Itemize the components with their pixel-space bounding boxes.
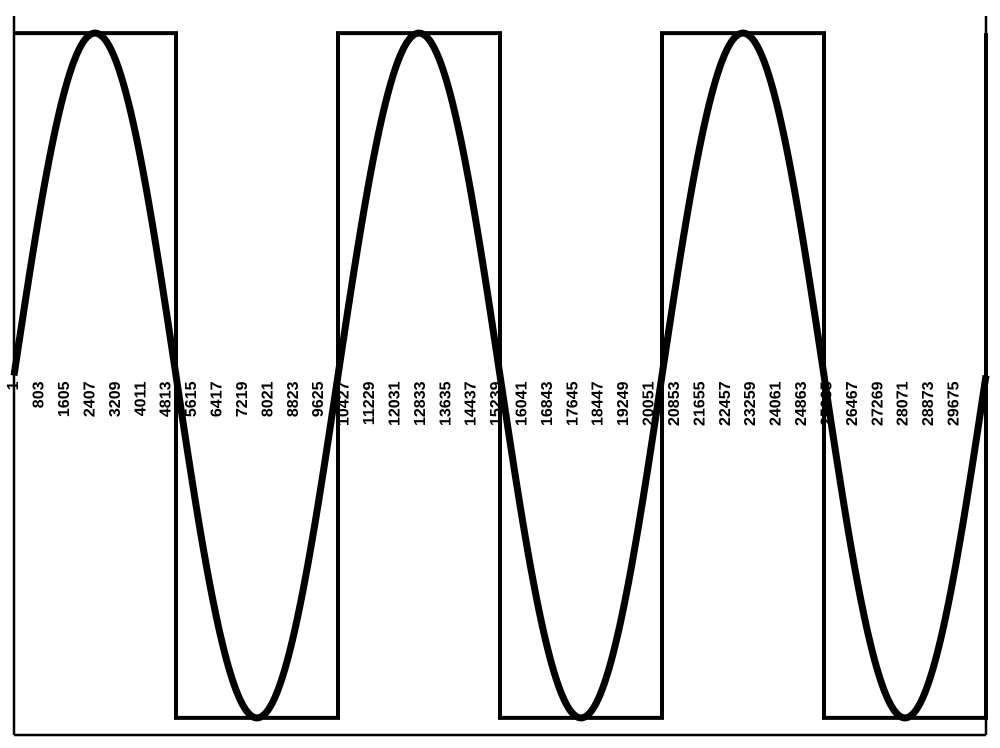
x-tick-label: 18447 (590, 381, 607, 426)
x-tick-label: 20853 (666, 381, 683, 426)
x-tick-label: 1605 (56, 381, 73, 417)
x-tick-label: 26467 (844, 381, 861, 426)
x-tick-label: 23259 (742, 381, 759, 426)
x-tick-label: 28071 (895, 381, 912, 426)
x-tick-label: 1 (5, 381, 22, 390)
x-tick-label: 22457 (717, 381, 734, 426)
x-tick-label: 3209 (107, 381, 124, 417)
x-tick-label: 21655 (691, 381, 708, 426)
x-tick-label: 803 (31, 381, 48, 408)
x-tick-label: 28873 (920, 381, 937, 426)
x-tick-label: 5615 (183, 381, 200, 417)
x-tick-label: 19249 (615, 381, 632, 426)
x-tick-label: 9625 (310, 381, 327, 417)
x-tick-label: 4813 (158, 381, 175, 417)
x-tick-label: 27269 (869, 381, 886, 426)
x-tick-label: 8021 (259, 381, 276, 417)
x-tick-label: 6417 (209, 381, 226, 417)
x-tick-label: 11229 (361, 381, 378, 425)
x-tick-label: 2407 (81, 381, 98, 417)
x-tick-label: 24061 (768, 381, 785, 426)
x-tick-label: 4011 (132, 381, 149, 416)
x-tick-label: 17645 (564, 381, 581, 426)
x-tick-label: 12833 (412, 381, 429, 426)
x-tick-label: 7219 (234, 381, 251, 417)
x-tick-label: 13635 (437, 381, 454, 426)
x-tick-label: 16843 (539, 381, 556, 426)
x-tick-label: 16041 (513, 381, 530, 426)
x-tick-label: 8823 (285, 381, 302, 417)
chart-container: 1 803 1605 2407 3209 4011 4813 5615 6417 7219 8021… (0, 0, 1000, 748)
x-tick-label: 12031 (386, 381, 403, 426)
x-tick-label: 24863 (793, 381, 810, 426)
x-tick-label: 14437 (463, 381, 480, 426)
x-tick-label: 29675 (946, 381, 963, 426)
line-chart: 1 803 1605 2407 3209 4011 4813 5615 6417 7219 8021… (0, 0, 1000, 748)
